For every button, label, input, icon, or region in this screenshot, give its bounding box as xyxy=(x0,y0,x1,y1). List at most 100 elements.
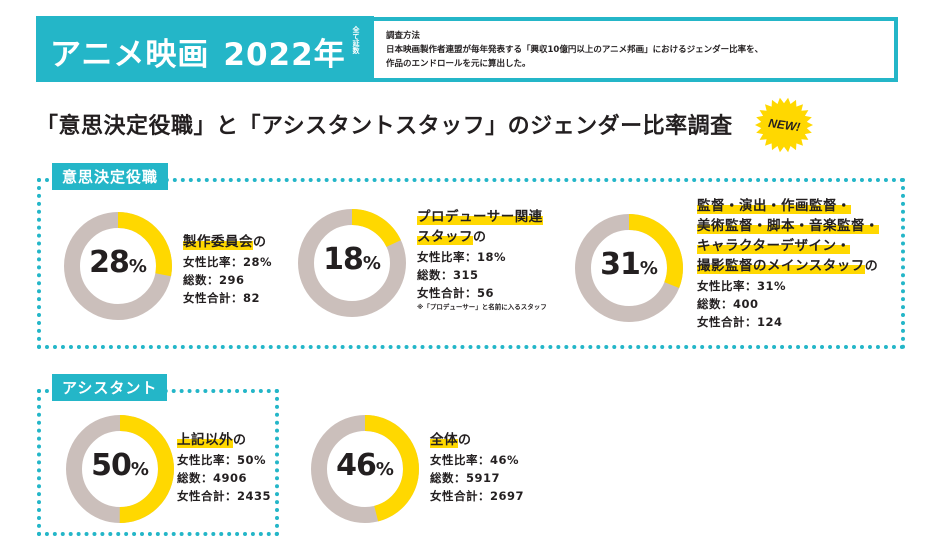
total-label: 総数： xyxy=(417,268,453,282)
donut-svg xyxy=(66,415,174,523)
category-name-line-3: キャラクターデザイン・ xyxy=(697,238,851,254)
info-main-staff: 監督・演出・作画監督・ 美術監督・脚本・音楽監督・ キャラクターデザイン・ 撮影… xyxy=(697,196,879,331)
donut-percent-number: 28 xyxy=(89,245,130,280)
method-line-2: 作品のエンドロールを元に算出した。 xyxy=(386,59,531,69)
donut-percent-unit: % xyxy=(639,258,658,279)
female-ratio-value: 18% xyxy=(477,250,507,264)
female-total-value: 56 xyxy=(477,286,495,300)
category-title: 全体の xyxy=(430,430,524,451)
female-total-label: 女性合計： xyxy=(697,315,757,329)
category-suffix: の xyxy=(458,433,472,448)
donut-chart-producer-staff: 18% xyxy=(298,209,406,317)
category-suffix: の xyxy=(233,433,247,448)
section-assistant-label: アシスタント xyxy=(52,374,168,401)
female-total-row: 女性合計：124 xyxy=(697,313,879,331)
female-total-value: 82 xyxy=(243,291,261,305)
total-row: 総数：5917 xyxy=(430,469,524,487)
info-overall: 全体の 女性比率：46% 総数：5917 女性合計：2697 xyxy=(430,430,524,505)
female-total-row: 女性合計：56 xyxy=(417,284,547,302)
female-ratio-row: 女性比率：28% xyxy=(183,253,272,271)
female-ratio-row: 女性比率：50% xyxy=(177,451,271,469)
donut-chart-main-staff: 31% xyxy=(575,214,683,322)
header-title-main: アニメ映画 xyxy=(50,37,210,73)
category-name-line-2: 美術監督・脚本・音楽監督・ xyxy=(697,218,879,234)
total-label: 総数： xyxy=(697,297,733,311)
female-total-label: 女性合計： xyxy=(177,489,237,503)
donut-svg xyxy=(298,209,406,317)
female-total-row: 女性合計：82 xyxy=(183,289,272,307)
donut-chart-others: 50% xyxy=(66,415,174,523)
donut-slice-female xyxy=(575,214,683,322)
category-title: プロデューサー関連 xyxy=(417,207,547,227)
donut-svg xyxy=(311,415,419,523)
new-badge: NEW! xyxy=(748,95,820,155)
category-name-line-2: スタッフ xyxy=(417,229,473,245)
female-ratio-label: 女性比率： xyxy=(177,453,237,467)
info-others: 上記以外の 女性比率：50% 総数：4906 女性合計：2435 xyxy=(177,430,271,505)
header-title-box: アニメ映画 2022年 全て延数 xyxy=(36,16,374,82)
category-name: 上記以外 xyxy=(177,432,233,448)
female-ratio-value: 28% xyxy=(243,255,273,269)
category-name: 製作委員会 xyxy=(183,234,253,250)
method-line-1: 日本映画製作者連盟が毎年発表する「興収10億円以上のアニメ邦画」におけるジェンダ… xyxy=(386,45,764,55)
female-ratio-row: 女性比率：18% xyxy=(417,248,547,266)
category-title: キャラクターデザイン・ xyxy=(697,236,879,256)
section-decision-label: 意思決定役職 xyxy=(52,163,169,190)
donut-slice-female xyxy=(66,415,174,523)
header-title: アニメ映画 2022年 xyxy=(50,29,346,74)
category-suffix: の xyxy=(473,230,487,245)
donut-percent-label: 18% xyxy=(298,242,406,277)
donut-slice-female xyxy=(298,209,406,317)
total-row: 総数：4906 xyxy=(177,469,271,487)
burst-icon: NEW! xyxy=(755,97,813,153)
female-ratio-label: 女性比率： xyxy=(417,250,477,264)
section-decision-box xyxy=(37,178,905,349)
category-suffix: の xyxy=(253,235,267,250)
donut-svg xyxy=(575,214,683,322)
female-total-label: 女性合計： xyxy=(183,291,243,305)
donut-percent-number: 50 xyxy=(91,448,132,483)
donut-percent-number: 31 xyxy=(600,247,641,282)
method-heading: 調査方法 xyxy=(386,31,421,41)
total-row: 総数：400 xyxy=(697,295,879,313)
category-name-line-1: 監督・演出・作画監督・ xyxy=(697,198,851,214)
female-total-row: 女性合計：2697 xyxy=(430,487,524,505)
donut-percent-label: 46% xyxy=(311,448,419,483)
donut-percent-label: 31% xyxy=(575,247,683,282)
category-name: 全体 xyxy=(430,432,458,448)
method-box: 調査方法 日本映画製作者連盟が毎年発表する「興収10億円以上のアニメ邦画」におけ… xyxy=(374,17,898,82)
category-title: 監督・演出・作画監督・ xyxy=(697,196,879,216)
female-total-value: 124 xyxy=(757,315,783,329)
total-label: 総数： xyxy=(430,471,466,485)
info-producer-staff: プロデューサー関連 スタッフの 女性比率：18% 総数：315 女性合計：56 … xyxy=(417,207,547,312)
category-title: 美術監督・脚本・音楽監督・ xyxy=(697,216,879,236)
category-title: 上記以外の xyxy=(177,430,271,451)
footnote: ※「プロデューサー」と名前に入るスタッフ xyxy=(417,303,547,311)
donut-slice-female xyxy=(311,415,419,523)
donut-percent-unit: % xyxy=(128,256,147,277)
total-value: 315 xyxy=(453,268,479,282)
page-title: 「意思決定役職」と「アシスタントスタッフ」のジェンダー比率調査 xyxy=(36,114,733,139)
female-ratio-label: 女性比率： xyxy=(183,255,243,269)
female-total-value: 2697 xyxy=(490,489,525,503)
total-value: 4906 xyxy=(213,471,248,485)
donut-percent-number: 18 xyxy=(323,242,364,277)
category-name-line-4: 撮影監督のメインスタッフ xyxy=(697,258,865,274)
total-label: 総数： xyxy=(183,273,219,287)
female-total-value: 2435 xyxy=(237,489,272,503)
female-ratio-label: 女性比率： xyxy=(430,453,490,467)
category-title: スタッフの xyxy=(417,227,547,248)
total-label: 総数： xyxy=(177,471,213,485)
header-title-year: 2022年 xyxy=(223,37,346,73)
donut-chart-overall: 46% xyxy=(311,415,419,523)
total-value: 400 xyxy=(733,297,759,311)
donut-chart-production-committee: 28% xyxy=(64,212,172,320)
donut-percent-unit: % xyxy=(375,459,394,480)
female-ratio-value: 46% xyxy=(490,453,520,467)
female-ratio-value: 50% xyxy=(237,453,267,467)
donut-percent-unit: % xyxy=(362,253,381,274)
female-ratio-label: 女性比率： xyxy=(697,279,757,293)
donut-percent-label: 50% xyxy=(66,448,174,483)
female-ratio-row: 女性比率：31% xyxy=(697,277,879,295)
category-name-line-1: プロデューサー関連 xyxy=(417,209,543,225)
